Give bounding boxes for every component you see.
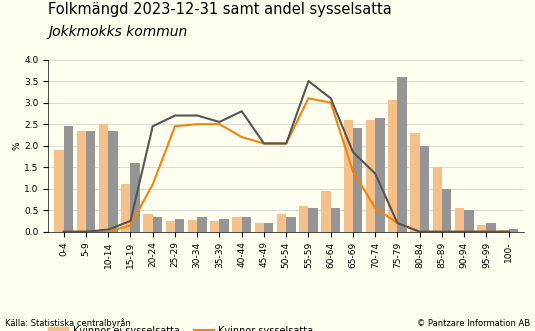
- Bar: [410, 133, 420, 232]
- Bar: [108, 130, 118, 232]
- Bar: [64, 126, 73, 232]
- Bar: [286, 216, 295, 232]
- Bar: [499, 230, 509, 232]
- Bar: [442, 189, 452, 232]
- Bar: [277, 214, 286, 232]
- Bar: [152, 216, 162, 232]
- Bar: [464, 210, 473, 232]
- Text: Jokkmokks kommun: Jokkmokks kommun: [48, 25, 187, 39]
- Legend: Kvinnor ej sysselsatta, Män ej sysselsatta, Kvinnor sysselsatta, Män sysselsatta: Kvinnor ej sysselsatta, Män ej sysselsat…: [48, 326, 314, 331]
- Bar: [232, 216, 242, 232]
- Bar: [366, 120, 375, 232]
- Bar: [121, 184, 131, 232]
- Bar: [131, 163, 140, 232]
- Bar: [486, 223, 496, 232]
- Bar: [477, 225, 486, 232]
- Bar: [197, 216, 207, 232]
- Bar: [219, 219, 229, 232]
- Bar: [388, 101, 398, 232]
- Bar: [99, 124, 108, 232]
- Bar: [433, 167, 442, 232]
- Bar: [166, 221, 175, 232]
- Bar: [353, 128, 362, 232]
- Bar: [143, 214, 152, 232]
- Bar: [322, 191, 331, 232]
- Bar: [55, 150, 64, 232]
- Bar: [77, 130, 86, 232]
- Bar: [331, 208, 340, 232]
- Bar: [86, 130, 95, 232]
- Bar: [420, 146, 429, 232]
- Text: Folkmängd 2023-12-31 samt andel sysselsatta: Folkmängd 2023-12-31 samt andel sysselsa…: [48, 2, 392, 17]
- Bar: [175, 219, 185, 232]
- Bar: [255, 223, 264, 232]
- Bar: [188, 220, 197, 232]
- Text: Källa: Statistiska centralbyrån: Källa: Statistiska centralbyrån: [5, 318, 131, 328]
- Y-axis label: %: %: [12, 141, 21, 150]
- Bar: [299, 206, 309, 232]
- Bar: [509, 229, 518, 232]
- Text: © Pantzare Information AB: © Pantzare Information AB: [417, 319, 530, 328]
- Bar: [210, 221, 219, 232]
- Bar: [242, 216, 251, 232]
- Bar: [343, 120, 353, 232]
- Bar: [375, 118, 385, 232]
- Bar: [264, 223, 273, 232]
- Bar: [309, 208, 318, 232]
- Bar: [398, 77, 407, 232]
- Bar: [455, 208, 464, 232]
